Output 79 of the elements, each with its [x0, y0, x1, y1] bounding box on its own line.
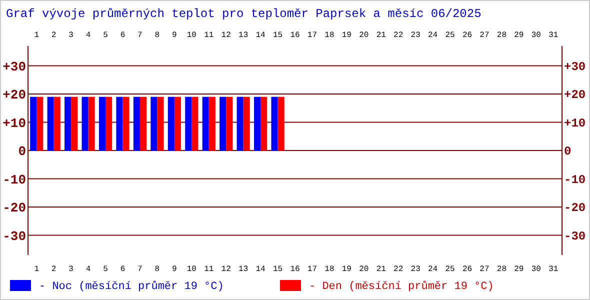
category-label: 25 — [445, 265, 455, 274]
x-tick-label: 6 — [120, 31, 126, 40]
category-label: 22 — [394, 265, 404, 274]
category-label: 28 — [496, 265, 507, 274]
category-label: 31 — [548, 265, 558, 274]
x-tick-label: 31 — [548, 31, 558, 40]
category-label: 21 — [376, 265, 386, 274]
y2-tick-label: +10 — [564, 116, 586, 130]
category-label: 7 — [138, 265, 142, 274]
x-tick-label: 18 — [324, 31, 334, 40]
x-tick-label: 3 — [68, 31, 74, 40]
y-tick-label: +30 — [2, 59, 26, 74]
x-tick-label: 16 — [290, 31, 300, 40]
category-label: 26 — [462, 265, 472, 274]
x-tick-label: 11 — [204, 31, 214, 40]
y-tick-label: 0 — [18, 144, 26, 160]
category-label: 18 — [324, 265, 334, 274]
x-tick-label: 27 — [480, 31, 490, 40]
category-label: 20 — [359, 265, 369, 274]
y2-tick-label: -30 — [564, 229, 586, 244]
chart-title: Graf vývoje průměrných teplot pro teploměr Paprsek a měsíc 06/2025 — [6, 7, 482, 21]
x-tick-label: 14 — [256, 31, 266, 40]
category-label: 5 — [103, 265, 108, 274]
y2-tick-label: -20 — [564, 201, 586, 216]
x-tick-label: 30 — [531, 31, 542, 40]
y-tick-label: -30 — [2, 228, 26, 244]
x-tick-label: 15 — [272, 31, 283, 40]
category-label: 29 — [514, 265, 524, 274]
y2-tick-label: -10 — [564, 172, 586, 187]
x-tick-label: 1 — [34, 31, 40, 40]
x-tick-label: 10 — [186, 31, 197, 40]
category-label: 11 — [204, 265, 214, 274]
x-tick-label: 20 — [359, 31, 369, 40]
x-tick-label: 24 — [428, 31, 438, 40]
x-tick-label: 13 — [238, 31, 248, 40]
category-label: 1 — [34, 265, 40, 274]
category-label: 19 — [342, 265, 352, 274]
x-tick-label: 9 — [172, 31, 178, 40]
category-label: 17 — [307, 265, 318, 274]
category-label: 8 — [154, 265, 160, 274]
x-tick-label: 12 — [221, 31, 232, 40]
category-label: 24 — [428, 265, 438, 274]
category-label: 15 — [272, 265, 283, 274]
x-tick-label: 26 — [462, 31, 472, 40]
category-label: 10 — [186, 265, 196, 274]
x-tick-label: 19 — [342, 31, 352, 40]
category-label: 6 — [120, 265, 126, 274]
x-tick-label: 21 — [376, 31, 386, 40]
y2-tick-label: 0 — [564, 144, 572, 159]
x-tick-label: 22 — [394, 31, 404, 40]
y2-tick-label: +30 — [564, 60, 586, 74]
x-tick-label: 23 — [410, 31, 421, 40]
category-label: 14 — [256, 265, 266, 274]
x-tick-label: 2 — [51, 31, 56, 40]
category-label: 4 — [86, 265, 91, 274]
y-tick-label: -20 — [2, 200, 26, 216]
x-tick-label: 17 — [307, 31, 318, 40]
y-tick-label: +20 — [2, 88, 26, 103]
x-tick-label: 8 — [154, 31, 160, 40]
y-tick-label: -10 — [2, 172, 26, 188]
x-tick-label: 4 — [86, 31, 91, 40]
category-label: 30 — [531, 265, 541, 274]
legend-label: - Noc (měsíční průměr 19 °C) — [39, 280, 224, 293]
y-tick-label: +10 — [2, 116, 26, 131]
category-label: 2 — [51, 265, 56, 274]
x-tick-label: 7 — [138, 31, 143, 40]
category-label: 12 — [221, 265, 231, 274]
category-label: 27 — [480, 265, 490, 274]
category-label: 13 — [238, 265, 248, 274]
x-tick-label: 28 — [496, 31, 507, 40]
x-tick-label: 25 — [445, 31, 456, 40]
x-tick-label: 29 — [514, 31, 524, 40]
legend-label: - Den (měsíční průměr 19 °C) — [309, 280, 494, 293]
category-label: 23 — [410, 265, 420, 274]
x-tick-label: 5 — [103, 31, 108, 40]
category-label: 9 — [172, 265, 177, 274]
y2-tick-label: +20 — [564, 88, 586, 102]
category-label: 16 — [290, 265, 300, 274]
category-label: 3 — [68, 265, 74, 274]
